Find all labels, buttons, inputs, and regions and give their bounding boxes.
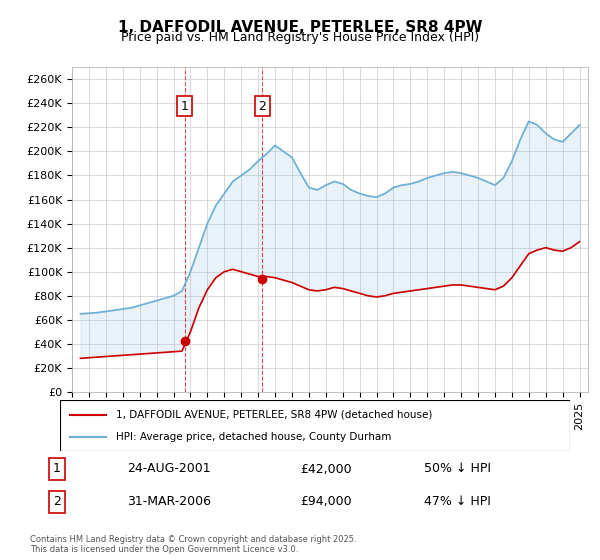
- Text: 2: 2: [259, 100, 266, 113]
- Text: Contains HM Land Registry data © Crown copyright and database right 2025.
This d: Contains HM Land Registry data © Crown c…: [30, 535, 356, 554]
- Text: 31-MAR-2006: 31-MAR-2006: [127, 495, 211, 508]
- Text: 1, DAFFODIL AVENUE, PETERLEE, SR8 4PW: 1, DAFFODIL AVENUE, PETERLEE, SR8 4PW: [118, 20, 482, 35]
- Text: Price paid vs. HM Land Registry's House Price Index (HPI): Price paid vs. HM Land Registry's House …: [121, 31, 479, 44]
- Text: 1: 1: [53, 463, 61, 475]
- Text: HPI: Average price, detached house, County Durham: HPI: Average price, detached house, Coun…: [116, 432, 391, 442]
- Text: 1: 1: [181, 100, 188, 113]
- Text: 50% ↓ HPI: 50% ↓ HPI: [424, 463, 491, 475]
- Text: 47% ↓ HPI: 47% ↓ HPI: [424, 495, 491, 508]
- Text: £94,000: £94,000: [300, 495, 352, 508]
- Text: 24-AUG-2001: 24-AUG-2001: [127, 463, 211, 475]
- FancyBboxPatch shape: [60, 400, 570, 451]
- Text: £42,000: £42,000: [300, 463, 352, 475]
- Text: 1, DAFFODIL AVENUE, PETERLEE, SR8 4PW (detached house): 1, DAFFODIL AVENUE, PETERLEE, SR8 4PW (d…: [116, 409, 433, 419]
- Text: 2: 2: [53, 495, 61, 508]
